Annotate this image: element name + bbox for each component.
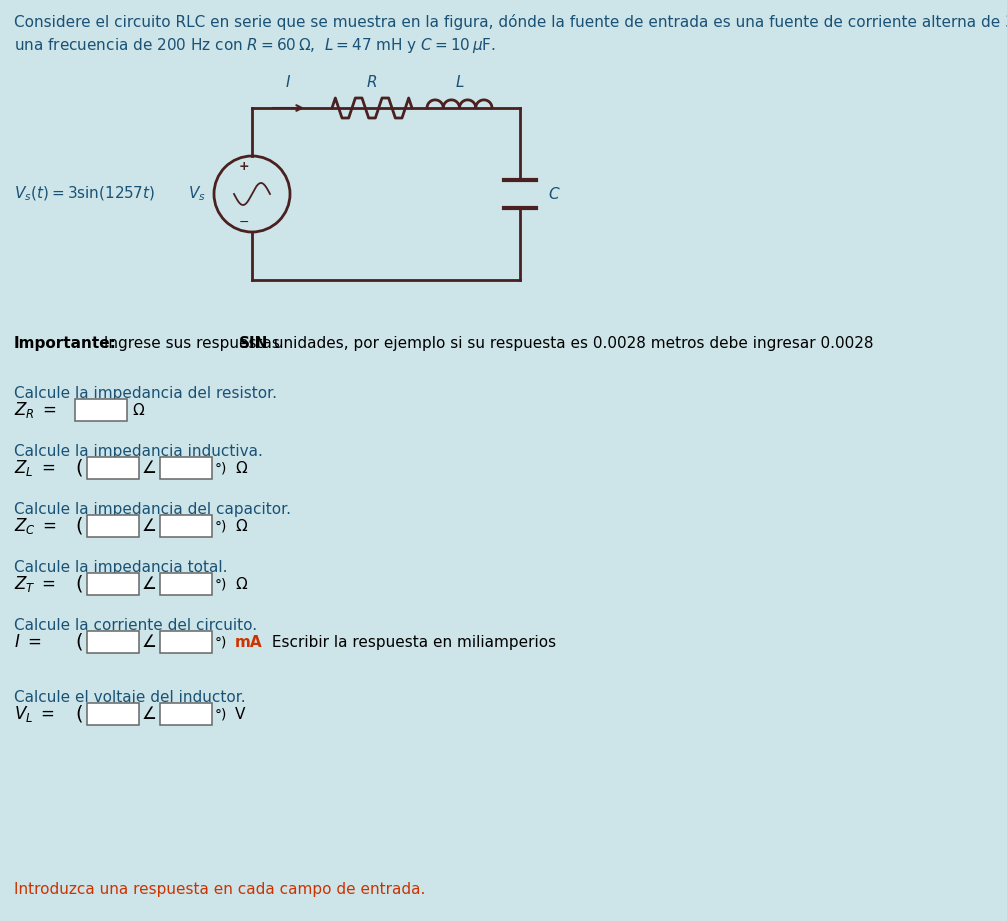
FancyBboxPatch shape [87, 515, 139, 537]
Text: ∠: ∠ [142, 633, 157, 651]
FancyBboxPatch shape [87, 703, 139, 725]
Text: +: + [239, 159, 250, 172]
Text: Considere el circuito RLC en serie que se muestra en la figura, dónde la fuente : Considere el circuito RLC en serie que s… [14, 14, 1007, 30]
Text: Calcule la impedancia inductiva.: Calcule la impedancia inductiva. [14, 444, 263, 459]
Text: °): °) [215, 461, 228, 475]
Text: (: ( [75, 705, 83, 724]
Text: $\Omega$: $\Omega$ [235, 576, 248, 592]
Text: (: ( [75, 459, 83, 477]
Text: $R$: $R$ [367, 74, 378, 90]
Text: ∠: ∠ [142, 705, 157, 723]
Text: Importante:: Importante: [14, 336, 117, 351]
Text: V: V [235, 706, 246, 721]
Text: Calcule la impedancia del resistor.: Calcule la impedancia del resistor. [14, 386, 277, 401]
FancyBboxPatch shape [160, 631, 212, 653]
Text: ∠: ∠ [142, 517, 157, 535]
Text: ∠: ∠ [142, 575, 157, 593]
Text: $V_s$: $V_s$ [188, 184, 206, 204]
Text: $\Omega$: $\Omega$ [235, 518, 248, 534]
Text: $Z_L$ $=$: $Z_L$ $=$ [14, 458, 55, 478]
Text: (: ( [75, 517, 83, 535]
Text: Calcule la impedancia del capacitor.: Calcule la impedancia del capacitor. [14, 502, 291, 517]
Text: $Z_R$ $=$: $Z_R$ $=$ [14, 400, 57, 420]
Text: unidades, por ejemplo si su respuesta es 0.0028 metros debe ingresar 0.0028: unidades, por ejemplo si su respuesta es… [269, 336, 873, 351]
Text: $\Omega$: $\Omega$ [132, 402, 145, 418]
Text: $Z_C$ $=$: $Z_C$ $=$ [14, 516, 57, 536]
Text: (: ( [75, 575, 83, 593]
Text: mA: mA [235, 635, 263, 649]
Text: °): °) [215, 519, 228, 533]
FancyBboxPatch shape [160, 573, 212, 595]
Text: $\Omega$: $\Omega$ [235, 460, 248, 476]
FancyBboxPatch shape [87, 573, 139, 595]
FancyBboxPatch shape [160, 457, 212, 479]
Text: $I$ $=$: $I$ $=$ [14, 633, 41, 651]
Text: (: ( [75, 633, 83, 651]
Text: una frecuencia de 200 Hz con $R = 60\,\Omega$,  $L = 47$ mH y $C = 10\,\mu$F.: una frecuencia de 200 Hz con $R = 60\,\O… [14, 36, 495, 55]
Text: Calcule el voltaje del inductor.: Calcule el voltaje del inductor. [14, 690, 246, 705]
Text: °): °) [215, 635, 228, 649]
Text: °): °) [215, 707, 228, 721]
FancyBboxPatch shape [160, 515, 212, 537]
Text: $C$: $C$ [548, 186, 561, 202]
Text: ∠: ∠ [142, 459, 157, 477]
Text: °): °) [215, 577, 228, 591]
Text: $V_L$ $=$: $V_L$ $=$ [14, 704, 55, 724]
Text: −: − [239, 216, 250, 228]
Text: SIN: SIN [239, 336, 269, 351]
Text: $Z_T$ $=$: $Z_T$ $=$ [14, 574, 56, 594]
Text: $V_s(t) = 3\sin(1257t)$: $V_s(t) = 3\sin(1257t)$ [14, 185, 155, 204]
Text: Calcule la corriente del circuito.: Calcule la corriente del circuito. [14, 618, 257, 633]
Text: Ingrese sus respuestas: Ingrese sus respuestas [99, 336, 285, 351]
Text: Calcule la impedancia total.: Calcule la impedancia total. [14, 560, 228, 575]
FancyBboxPatch shape [87, 457, 139, 479]
FancyBboxPatch shape [75, 399, 127, 421]
Text: Introduzca una respuesta en cada campo de entrada.: Introduzca una respuesta en cada campo d… [14, 882, 425, 897]
Text: $L$: $L$ [455, 74, 464, 90]
Text: Escribir la respuesta en miliamperios: Escribir la respuesta en miliamperios [267, 635, 556, 649]
FancyBboxPatch shape [160, 703, 212, 725]
Text: $I$: $I$ [285, 74, 292, 90]
FancyBboxPatch shape [87, 631, 139, 653]
